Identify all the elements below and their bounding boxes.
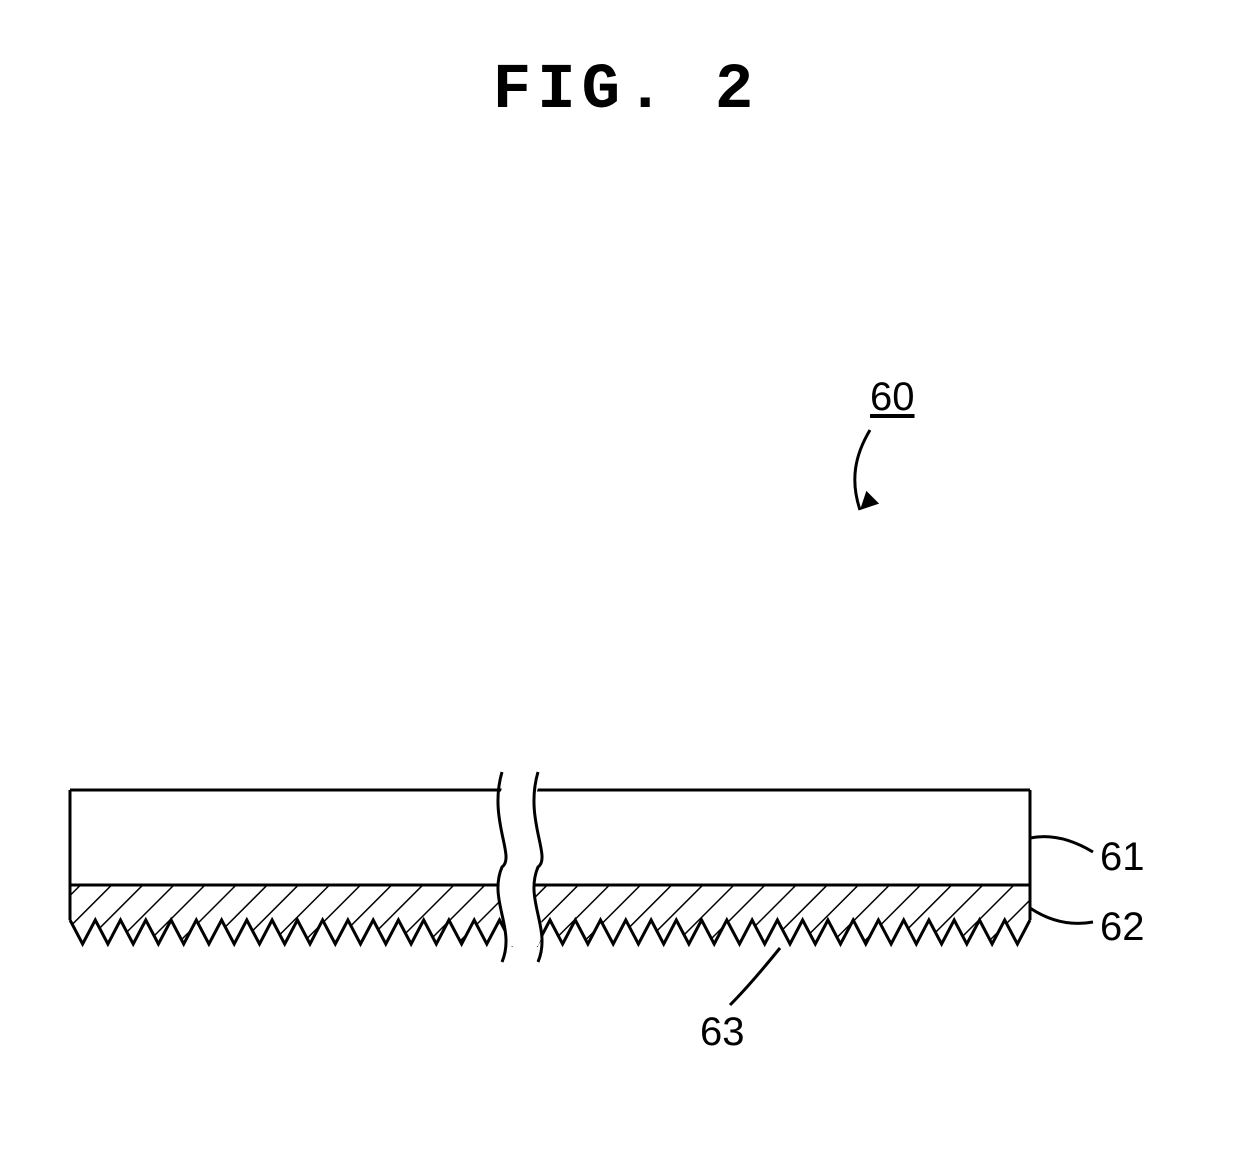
diagram-svg (0, 0, 1252, 1170)
callout-assembly: 60 (870, 375, 915, 420)
leader-layer-mid (1030, 908, 1093, 923)
figure-canvas: FIG. 2 60 61 62 63 (0, 0, 1252, 1170)
callout-layer-top: 61 (1100, 835, 1145, 880)
leader-assembly-arrowhead (860, 491, 879, 510)
leader-layer-bottom (730, 948, 780, 1005)
callout-layer-mid: 62 (1100, 905, 1145, 950)
callout-layer-bottom: 63 (700, 1010, 745, 1055)
leader-layer-top (1030, 837, 1093, 852)
layer-61-fill (70, 790, 1030, 885)
